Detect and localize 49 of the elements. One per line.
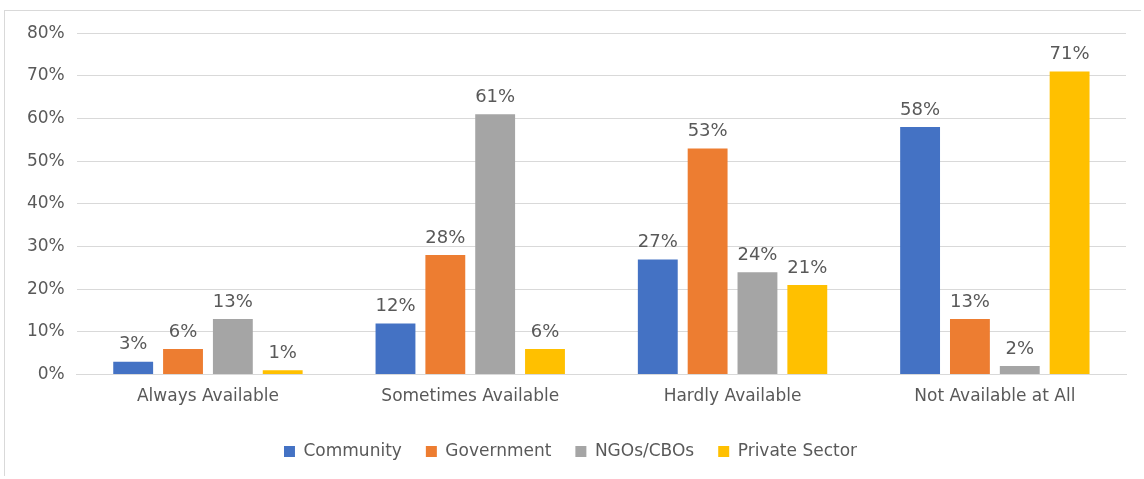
x-tick-label: Not Available at All [914, 385, 1076, 406]
legend-label: Community [303, 439, 402, 460]
data-label: 1% [268, 341, 297, 362]
y-tick-label: 0% [37, 363, 65, 384]
data-label: 13% [212, 289, 253, 311]
data-label: 13% [949, 289, 990, 311]
data-label: 2% [1005, 336, 1035, 358]
data-label: 3% [118, 332, 148, 354]
bar [637, 259, 678, 375]
y-tick-label: 10% [26, 320, 65, 341]
data-label: 24% [737, 242, 778, 264]
data-label: 6% [168, 319, 198, 341]
bar [949, 319, 990, 375]
bar [212, 319, 253, 375]
x-tick-label: Always Available [136, 385, 279, 406]
data-label: 27% [637, 230, 678, 252]
data-label: 71% [1049, 42, 1090, 64]
bar [262, 370, 303, 375]
bar [687, 148, 728, 375]
bar [113, 361, 154, 375]
bar [375, 323, 416, 375]
y-tick-label: 80% [26, 21, 65, 42]
data-label: 21% [787, 255, 828, 277]
y-tick-label: 50% [26, 149, 65, 170]
y-tick-label: 70% [26, 64, 65, 85]
data-label: 53% [687, 119, 728, 141]
bar [163, 349, 203, 375]
bar [787, 284, 828, 375]
bar [425, 255, 466, 375]
legend-label: Government [445, 439, 552, 460]
bar [999, 366, 1040, 375]
data-label: 58% [900, 97, 941, 119]
legend-label: Private Sector [737, 439, 858, 460]
data-label: 61% [475, 84, 516, 106]
legend-label: NGOs/CBOs [594, 439, 695, 460]
x-tick-label: Sometimes Available [381, 385, 560, 406]
x-tick-label: Hardly Available [663, 385, 802, 406]
y-tick-label: 20% [26, 277, 65, 298]
y-tick-label: 60% [26, 106, 65, 127]
y-tick-label: 40% [26, 192, 65, 213]
data-label: 28% [425, 225, 466, 247]
bar [475, 114, 516, 375]
bar [525, 349, 565, 375]
data-label: 6% [530, 319, 560, 341]
data-label: 12% [375, 294, 416, 316]
bar [900, 127, 941, 375]
y-tick-label: 30% [26, 235, 65, 255]
bar [737, 272, 778, 375]
bar [1049, 71, 1090, 375]
